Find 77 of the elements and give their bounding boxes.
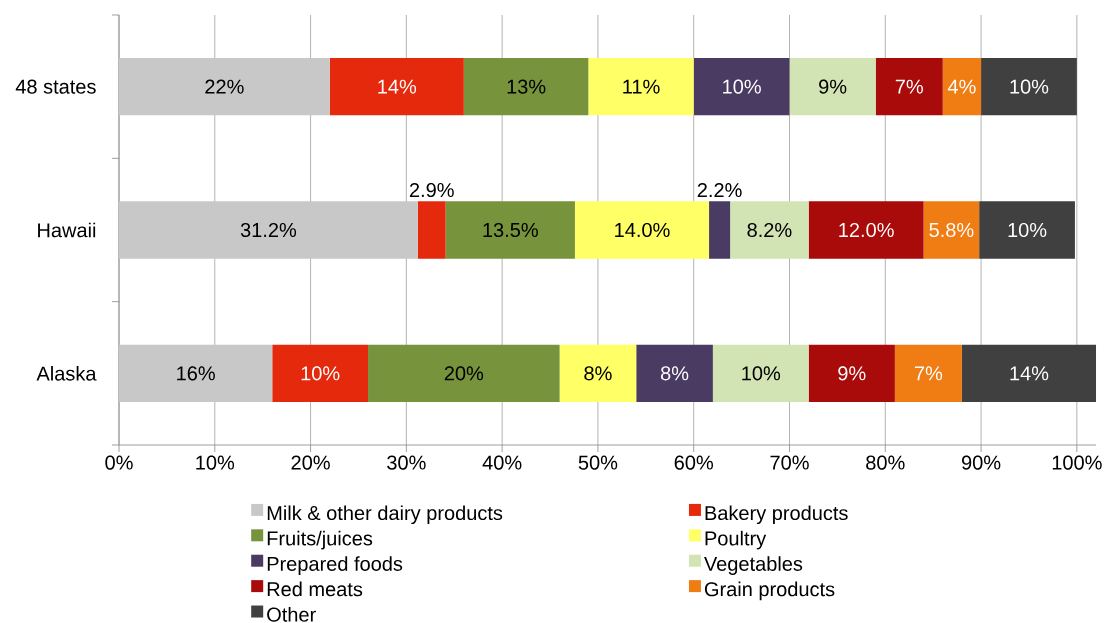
- bar: [636, 344, 713, 402]
- bar: [559, 344, 637, 402]
- data-label: 14.0%: [615, 222, 670, 238]
- bar: [712, 344, 809, 402]
- data-label: 4%: [947, 79, 976, 94]
- data-label: 10%: [1008, 222, 1047, 238]
- x-tick-label: 80%: [866, 455, 905, 470]
- legend-label: Red meats: [267, 581, 363, 597]
- bar: [894, 344, 962, 402]
- bar: [463, 58, 589, 116]
- bar: [709, 201, 731, 259]
- data-label: 8.2%: [747, 222, 792, 238]
- legend-label: Grain products: [704, 581, 835, 601]
- bar: [574, 201, 710, 259]
- legend-label: Other: [267, 607, 316, 622]
- x-tick-label: 100%: [1052, 455, 1102, 470]
- data-label: 2.2%: [697, 183, 742, 198]
- data-label: 31.2%: [240, 222, 297, 238]
- x-tick-label: 10%: [196, 455, 235, 470]
- x-tick-label: 70%: [770, 455, 809, 470]
- bar: [272, 344, 369, 402]
- legend-label: Vegetables: [704, 556, 803, 575]
- data-label: 8%: [660, 366, 689, 381]
- legend-label: Milk & other dairy products: [267, 505, 503, 525]
- bar: [923, 201, 980, 259]
- data-label: 14%: [1010, 366, 1049, 381]
- data-label: 8%: [584, 366, 612, 381]
- data-label: 5.8%: [929, 222, 974, 238]
- x-tick-label: 40%: [482, 455, 522, 470]
- bar: [961, 344, 1097, 402]
- data-label: 10%: [723, 79, 761, 94]
- data-label: 12.0%: [839, 222, 894, 238]
- bar: [808, 201, 924, 259]
- bar: [119, 201, 418, 259]
- data-label: 7%: [914, 366, 943, 381]
- data-label: 9%: [838, 366, 866, 381]
- y-tick-label: 48 states: [15, 79, 96, 94]
- data-label: 13%: [507, 79, 546, 94]
- x-tick-label: 0%: [105, 455, 133, 470]
- y-tick-label: Hawaii: [38, 222, 96, 238]
- bar: [693, 58, 790, 116]
- bar: [981, 58, 1077, 116]
- data-label: 20%: [444, 366, 484, 381]
- bar: [808, 344, 895, 402]
- bar: [119, 344, 273, 402]
- bar: [368, 344, 560, 402]
- legend-label: Poultry: [705, 530, 767, 550]
- data-label: 9%: [819, 79, 847, 94]
- bar: [875, 58, 943, 116]
- data-label: 13.5%: [483, 222, 538, 238]
- bar: [789, 58, 876, 116]
- data-label: 10%: [301, 366, 340, 381]
- y-tick-label: Alaska: [36, 365, 97, 381]
- legend-label: Bakery products: [705, 505, 848, 525]
- x-tick-label: 20%: [291, 455, 330, 470]
- data-label: 11%: [623, 79, 660, 94]
- data-label: 14%: [378, 79, 417, 94]
- x-tick-label: 50%: [578, 455, 618, 470]
- x-tick-label: 60%: [674, 455, 714, 470]
- data-label: 16%: [177, 366, 215, 381]
- bar: [979, 201, 1075, 259]
- data-label: 7%: [895, 79, 923, 94]
- legend-label: Fruits/juices: [267, 530, 373, 550]
- bar: [730, 201, 809, 259]
- bar: [588, 58, 694, 116]
- x-tick-label: 30%: [387, 455, 426, 470]
- x-tick-label: 90%: [961, 455, 1001, 470]
- data-label: 10%: [742, 366, 781, 381]
- bar: [445, 201, 575, 259]
- legend-label: Prepared foods: [267, 556, 403, 575]
- bar: [119, 58, 330, 116]
- bar: [942, 58, 982, 116]
- data-label: 22%: [205, 79, 244, 94]
- bar: [329, 58, 464, 116]
- data-label: 2.9%: [409, 182, 454, 198]
- data-label: 10%: [1010, 79, 1049, 94]
- bar: [417, 201, 446, 259]
